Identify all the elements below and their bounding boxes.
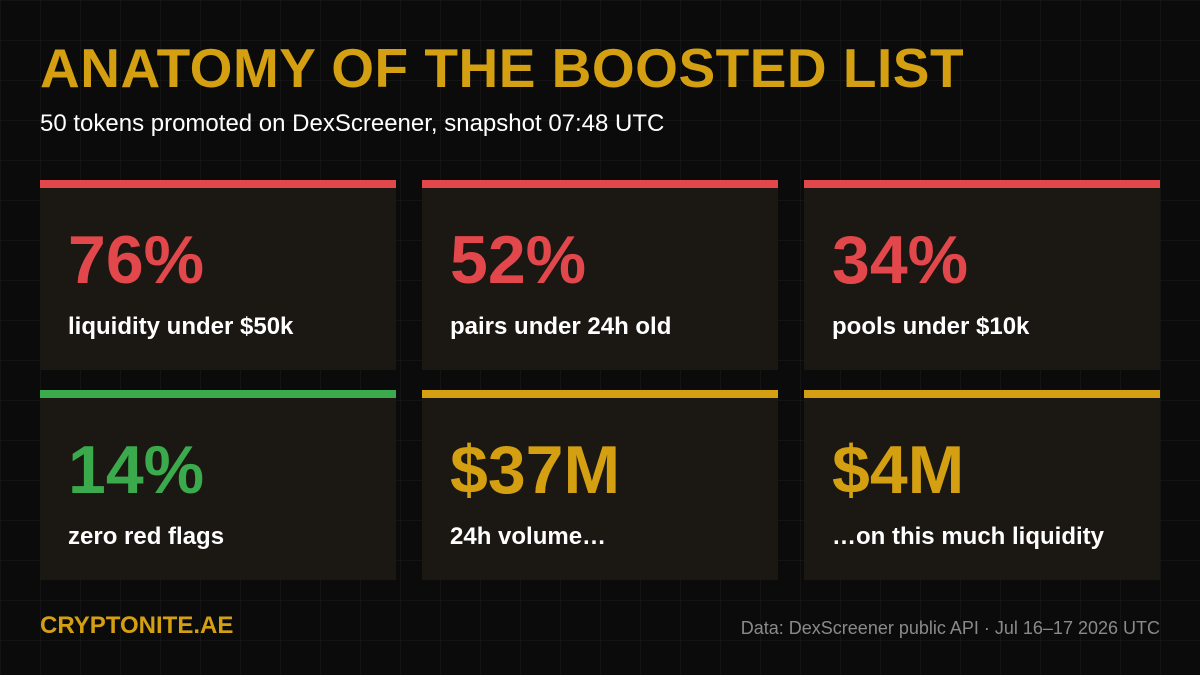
stat-value: 34%	[832, 222, 969, 298]
stat-label: pairs under 24h old	[450, 313, 672, 340]
stat-card-24h-volume: $37M 24h volume…	[422, 390, 778, 580]
stat-value: $4M	[832, 432, 965, 508]
stat-value: 14%	[68, 432, 205, 508]
stat-label: pools under $10k	[832, 313, 1030, 340]
stats-grid: 76% liquidity under $50k 52% pairs under…	[40, 180, 1160, 580]
stat-card-zero-red-flags: 14% zero red flags	[40, 390, 396, 580]
page-subtitle: 50 tokens promoted on DexScreener, snaps…	[40, 110, 665, 137]
stat-card-pairs-under-24h: 52% pairs under 24h old	[422, 180, 778, 370]
stat-value: $37M	[450, 432, 621, 508]
stat-label: …on this much liquidity	[832, 523, 1104, 550]
brand-logo-text: CRYPTONITE.AE	[40, 612, 234, 639]
page-title: ANATOMY OF THE BOOSTED LIST	[40, 37, 965, 99]
stat-card-pools-under-10k: 34% pools under $10k	[804, 180, 1160, 370]
stat-card-liquidity-total: $4M …on this much liquidity	[804, 390, 1160, 580]
data-source-note: Data: DexScreener public API · Jul 16–17…	[740, 618, 1160, 638]
stat-value: 52%	[450, 222, 587, 298]
stat-label: 24h volume…	[450, 523, 607, 550]
stat-value: 76%	[68, 222, 205, 298]
stat-label: liquidity under $50k	[68, 313, 294, 340]
stat-card-liquidity-under-50k: 76% liquidity under $50k	[40, 180, 396, 370]
stat-label: zero red flags	[68, 523, 225, 550]
